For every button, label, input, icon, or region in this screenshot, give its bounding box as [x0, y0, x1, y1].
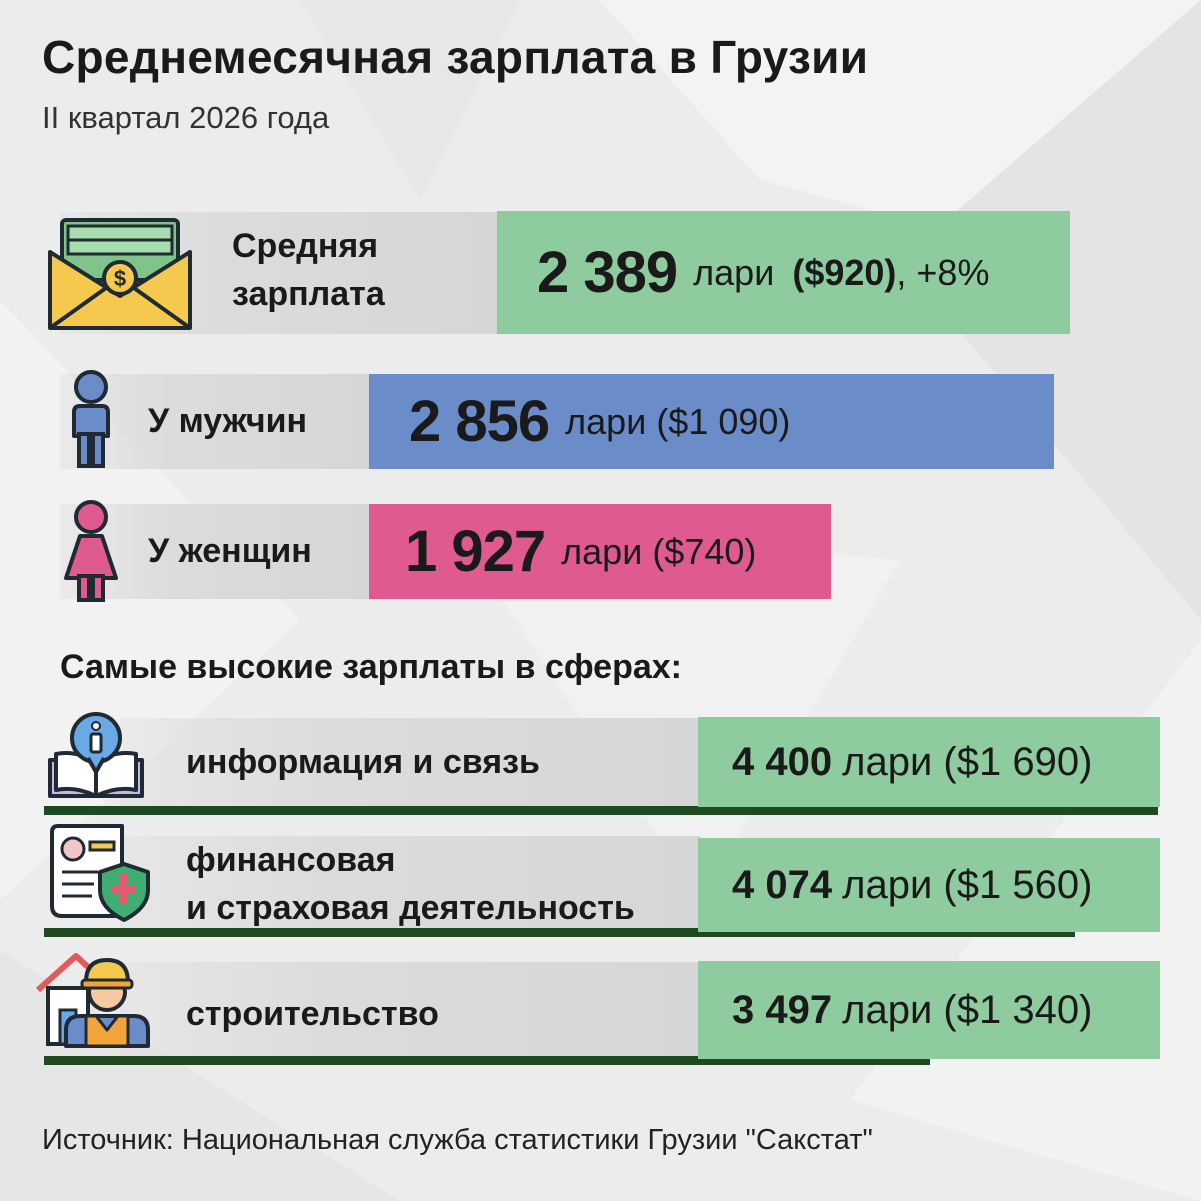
women-unit: лари ($740) — [561, 530, 757, 572]
sector-label-3: строительство — [186, 995, 439, 1033]
average-label: Средняя зарплата — [232, 222, 385, 318]
sector-label-1: информация и связь — [186, 743, 540, 781]
sector-label-2: финансовая и страховая деятельность — [186, 836, 635, 932]
men-value-box: 2 856 лари ($1 090) — [369, 374, 1054, 469]
insurance-document-icon — [48, 824, 152, 924]
page-title: Среднемесячная зарплата в Грузии — [42, 31, 869, 83]
sector-unit-2: лари ($1 560) — [842, 862, 1093, 907]
women-value: 1 927 — [405, 519, 546, 584]
svg-text:$: $ — [114, 266, 126, 291]
sector-value-2: 4 074 — [732, 862, 833, 907]
sector-underline-2 — [44, 928, 1075, 937]
sector-value-box-2: 4 074 лари ($1 560) — [698, 838, 1160, 932]
woman-icon — [62, 500, 120, 604]
page-subtitle: II квартал 2026 года — [42, 100, 330, 135]
women-value-box: 1 927 лари ($740) — [369, 504, 831, 599]
sectors-title: Самые высокие зарплаты в сферах: — [60, 648, 682, 686]
sector-underline-3 — [44, 1056, 930, 1065]
average-value-box: 2 389 лари ($920) , +8% — [497, 211, 1070, 334]
men-value: 2 856 — [409, 389, 550, 454]
sector-band-2 — [120, 836, 700, 930]
info-book-icon — [46, 710, 146, 802]
sector-value-1: 4 400 — [732, 739, 833, 784]
women-label: У женщин — [148, 532, 312, 570]
average-unit: лари — [693, 251, 775, 293]
men-label-band — [60, 374, 372, 469]
source-note: Источник: Национальная служба статистики… — [42, 1124, 873, 1156]
sector-band-3 — [120, 962, 700, 1058]
sector-value-box-1: 4 400 лари ($1 690) — [698, 717, 1160, 807]
sector-value-3: 3 497 — [732, 987, 833, 1032]
money-envelope-icon: $ — [46, 214, 194, 334]
man-icon — [66, 370, 116, 470]
construction-worker-icon — [34, 950, 158, 1050]
men-label: У мужчин — [148, 402, 308, 440]
sector-value-box-3: 3 497 лари ($1 340) — [698, 961, 1160, 1059]
average-label-line2: зарплата — [232, 275, 385, 313]
sector-label-2-line1: финансовая — [186, 841, 396, 879]
sector-label-2-line2: и страховая деятельность — [186, 889, 635, 927]
sector-unit-1: лари ($1 690) — [842, 739, 1093, 784]
average-label-line1: Средняя — [232, 227, 379, 265]
average-usd: ($920) — [792, 251, 897, 293]
average-growth: , +8% — [896, 251, 990, 293]
sector-band-1 — [120, 718, 700, 808]
men-unit: лари ($1 090) — [565, 400, 791, 442]
sector-unit-3: лари ($1 340) — [842, 987, 1093, 1032]
sector-underline-1 — [44, 806, 1158, 815]
average-value: 2 389 — [537, 240, 678, 305]
women-label-band — [60, 504, 372, 599]
